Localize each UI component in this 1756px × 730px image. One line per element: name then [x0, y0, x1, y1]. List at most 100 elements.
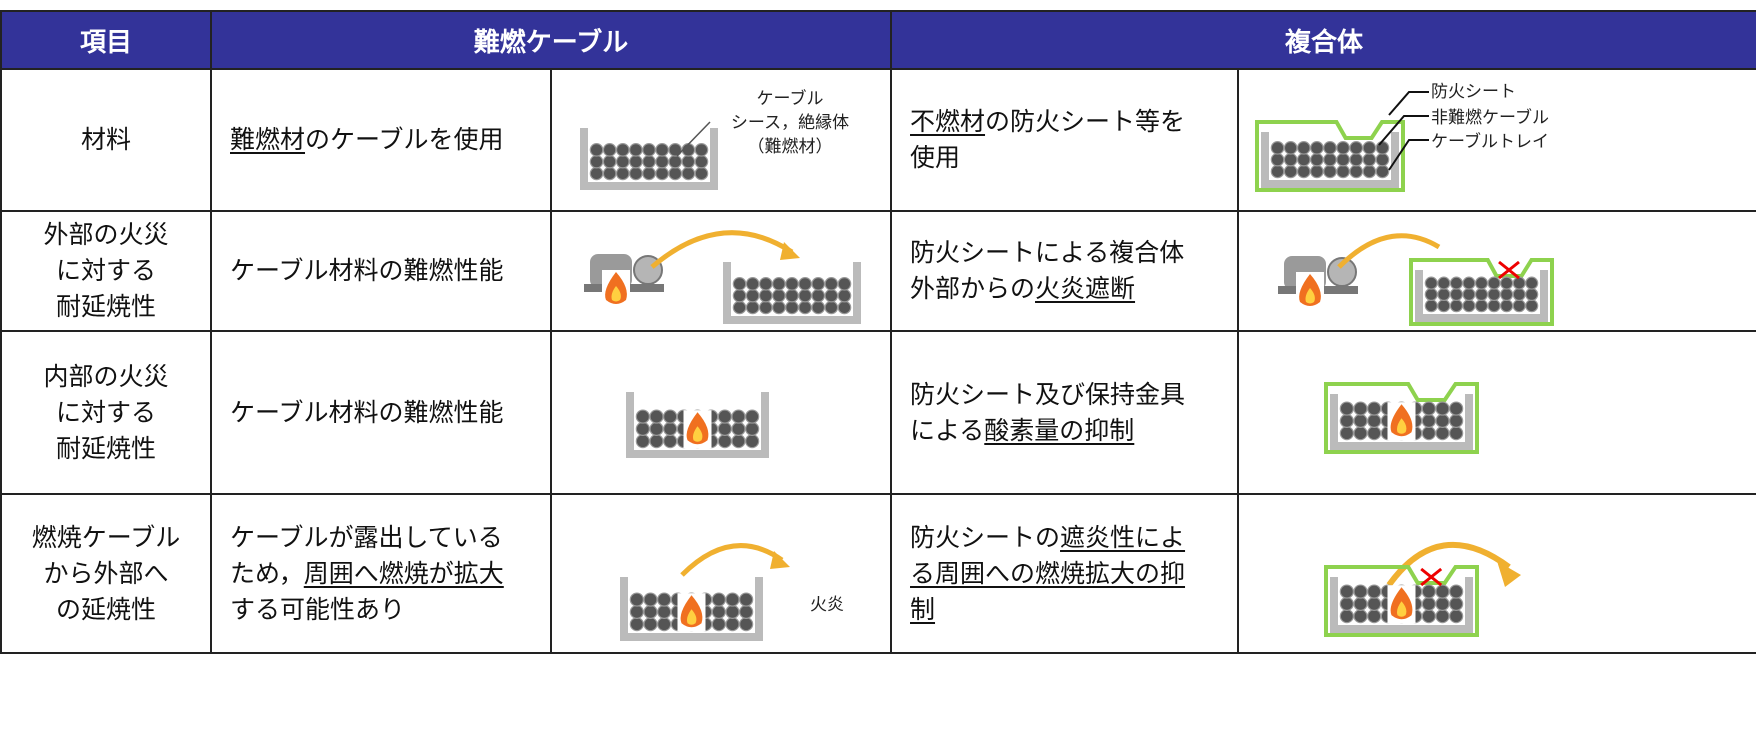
item-text: の延焼性	[55, 594, 156, 624]
cable	[1435, 609, 1450, 624]
item-text: 材料	[80, 125, 131, 154]
cable	[745, 409, 760, 424]
cable	[1310, 141, 1324, 155]
cable	[1283, 152, 1298, 167]
cable	[1435, 401, 1450, 416]
cable	[725, 604, 740, 619]
cable	[1270, 152, 1285, 167]
cable	[694, 154, 709, 169]
cable	[717, 409, 732, 424]
cable	[655, 166, 669, 181]
cable	[772, 288, 786, 303]
tray-wall	[580, 128, 718, 190]
cable	[739, 604, 754, 619]
header-cell: 複合体	[890, 10, 1756, 70]
cable	[642, 166, 656, 181]
cable	[1525, 287, 1539, 301]
cable	[1339, 401, 1354, 416]
cable	[811, 277, 826, 291]
item-text: 燃焼ケーブル	[31, 522, 181, 552]
tray-wall	[1330, 394, 1474, 450]
cable	[1339, 413, 1354, 428]
cable	[731, 409, 746, 424]
cable	[1323, 141, 1337, 155]
figure	[1278, 233, 1555, 326]
cable	[629, 617, 644, 632]
cable	[731, 434, 746, 449]
cable	[642, 154, 656, 169]
figure: 火炎	[620, 543, 844, 641]
cable	[1323, 164, 1337, 179]
cable-tray	[1324, 565, 1480, 637]
cable	[1362, 152, 1377, 167]
text-cell: 防火シート及び保持金具による酸素量の抑制	[890, 330, 1240, 495]
cable	[649, 434, 664, 449]
text: 防火シートの	[910, 522, 1061, 552]
text-cell: 難燃材のケーブルを使用	[210, 68, 552, 212]
header-cell: 項目	[0, 10, 212, 70]
text: 遮炎性による周囲への燃焼拡大の抑制	[910, 522, 1186, 624]
figure-cell	[549, 330, 893, 495]
cable	[681, 154, 696, 169]
cable-tray	[1409, 258, 1555, 326]
figure-cell: ケーブル シース，絶縁体 （難燃材）	[549, 68, 893, 212]
figure-cell: 火炎	[549, 493, 893, 654]
fire-sheet	[1324, 565, 1480, 637]
cable	[1339, 609, 1354, 624]
cable	[1367, 584, 1382, 599]
figure-label: ケーブル	[757, 88, 824, 109]
cable	[725, 592, 740, 607]
cable	[811, 300, 826, 315]
cable	[1367, 413, 1382, 428]
cable	[1449, 609, 1464, 624]
cable	[1474, 299, 1489, 313]
flame-core	[1397, 418, 1407, 434]
cable	[785, 300, 799, 315]
cable	[732, 288, 747, 303]
text: 防火シートによる複合体外部からの	[910, 238, 1185, 303]
cable	[1367, 596, 1382, 611]
cable	[1421, 609, 1436, 624]
cable	[1349, 141, 1364, 155]
cable	[798, 277, 812, 291]
cable	[1435, 413, 1450, 428]
cable	[1449, 596, 1464, 611]
cable	[681, 166, 696, 181]
cable	[725, 617, 740, 632]
flame-core	[687, 609, 697, 625]
item-cell: 外部の火災 に対する 耐延焼性	[0, 210, 212, 332]
cable	[1367, 426, 1382, 441]
cable	[1449, 276, 1463, 290]
cable	[657, 604, 672, 619]
cable-tray	[1255, 120, 1406, 192]
cable	[1474, 287, 1489, 301]
fire-sheet	[1324, 382, 1480, 454]
cable	[1500, 299, 1514, 313]
cable	[657, 592, 672, 607]
cable	[1435, 584, 1450, 599]
cable	[1367, 609, 1382, 624]
cable	[663, 409, 678, 424]
cross	[1420, 567, 1443, 587]
figure-label: （難燃材）	[748, 137, 833, 157]
comparison-table: 項目 難燃ケーブル 複合体 材料 難燃材のケーブルを使用 ケーブル シース，絶縁…	[0, 10, 1756, 654]
cable	[1349, 164, 1364, 179]
cable	[824, 300, 839, 315]
cable	[1375, 152, 1390, 167]
cable	[717, 421, 732, 436]
figure-cell: 防火シート 非難燃ケーブル ケーブルトレイ	[1237, 68, 1756, 212]
arrowhead	[1497, 561, 1522, 587]
cable	[1449, 299, 1463, 313]
cable	[1296, 164, 1311, 179]
arrow	[1337, 233, 1441, 269]
cable	[663, 421, 678, 436]
cable	[589, 154, 604, 169]
cable	[663, 434, 678, 449]
cable	[635, 409, 650, 424]
text-cell: 防火シートによる複合体外部からの火炎遮断	[890, 210, 1240, 332]
cable	[711, 604, 726, 619]
arrowhead	[780, 242, 800, 260]
cable	[1474, 276, 1489, 290]
cable	[1353, 413, 1368, 428]
